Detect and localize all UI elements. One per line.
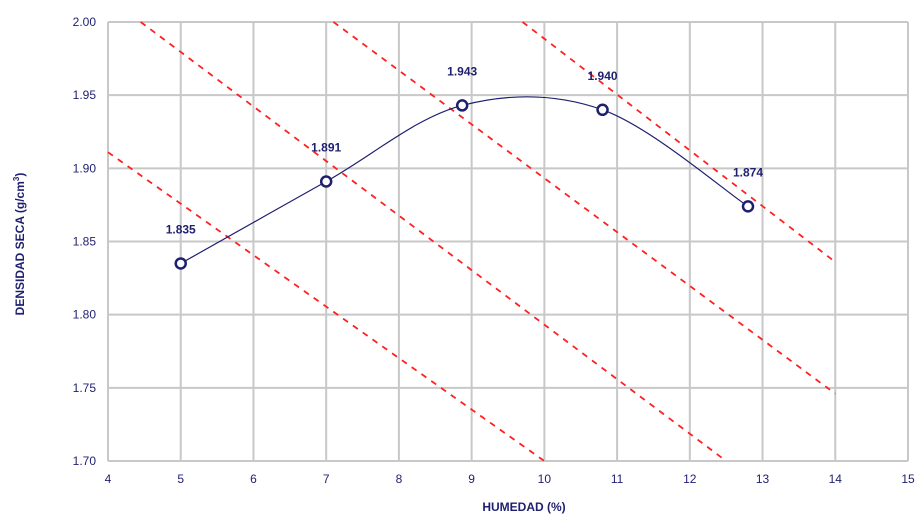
y-tick-labels: 1.70 1.75 1.80 1.85 1.90 1.95 2.00 xyxy=(73,15,97,468)
series-curve xyxy=(180,96,749,264)
y-axis-title-suffix: ) xyxy=(13,173,27,177)
saturation-line xyxy=(521,21,836,263)
y-axis-title-superscript: 3 xyxy=(12,176,21,181)
x-tick-label: 9 xyxy=(468,472,475,486)
x-tick-label: 13 xyxy=(756,472,770,486)
x-tick-label: 7 xyxy=(323,472,330,486)
y-tick-label: 1.95 xyxy=(73,88,97,102)
x-tick-label: 10 xyxy=(538,472,552,486)
y-tick-label: 1.85 xyxy=(73,235,97,249)
data-point xyxy=(455,99,469,112)
y-tick-label: 1.70 xyxy=(73,454,97,468)
saturation-line xyxy=(140,21,727,462)
data-point xyxy=(319,175,333,188)
y-tick-label: 1.80 xyxy=(73,308,97,322)
saturation-lines xyxy=(107,21,836,462)
x-tick-label: 8 xyxy=(396,472,403,486)
x-tick-label: 15 xyxy=(901,472,915,486)
data-label: 1.940 xyxy=(588,69,618,83)
y-axis-title: DENSIDAD SECA (g/cm3) xyxy=(12,173,27,316)
x-tick-label: 12 xyxy=(683,472,697,486)
saturation-line xyxy=(107,151,545,462)
data-label: 1.874 xyxy=(733,165,763,179)
y-axis-title-main: DENSIDAD SECA (g/cm xyxy=(13,181,27,315)
data-labels: 1.835 1.891 1.943 1.940 1.874 xyxy=(166,64,764,236)
y-tick-label: 1.75 xyxy=(73,381,97,395)
saturation-line xyxy=(332,21,836,395)
x-tick-labels: 4 5 6 7 8 9 10 11 12 13 14 15 xyxy=(105,472,915,486)
y-tick-label: 1.90 xyxy=(73,161,97,175)
x-tick-label: 5 xyxy=(177,472,184,486)
data-point xyxy=(596,103,609,117)
x-axis-title: HUMEDAD (%) xyxy=(482,500,565,514)
x-tick-label: 14 xyxy=(829,472,843,486)
data-point xyxy=(174,257,187,270)
y-tick-label: 2.00 xyxy=(73,15,97,29)
data-label: 1.835 xyxy=(166,222,196,236)
x-tick-label: 11 xyxy=(611,472,624,486)
data-label: 1.891 xyxy=(311,141,341,155)
data-label: 1.943 xyxy=(447,64,477,78)
data-points xyxy=(174,99,755,270)
x-tick-label: 6 xyxy=(250,472,257,486)
x-tick-label: 4 xyxy=(105,472,112,486)
grid xyxy=(107,21,909,462)
data-point xyxy=(741,200,755,213)
